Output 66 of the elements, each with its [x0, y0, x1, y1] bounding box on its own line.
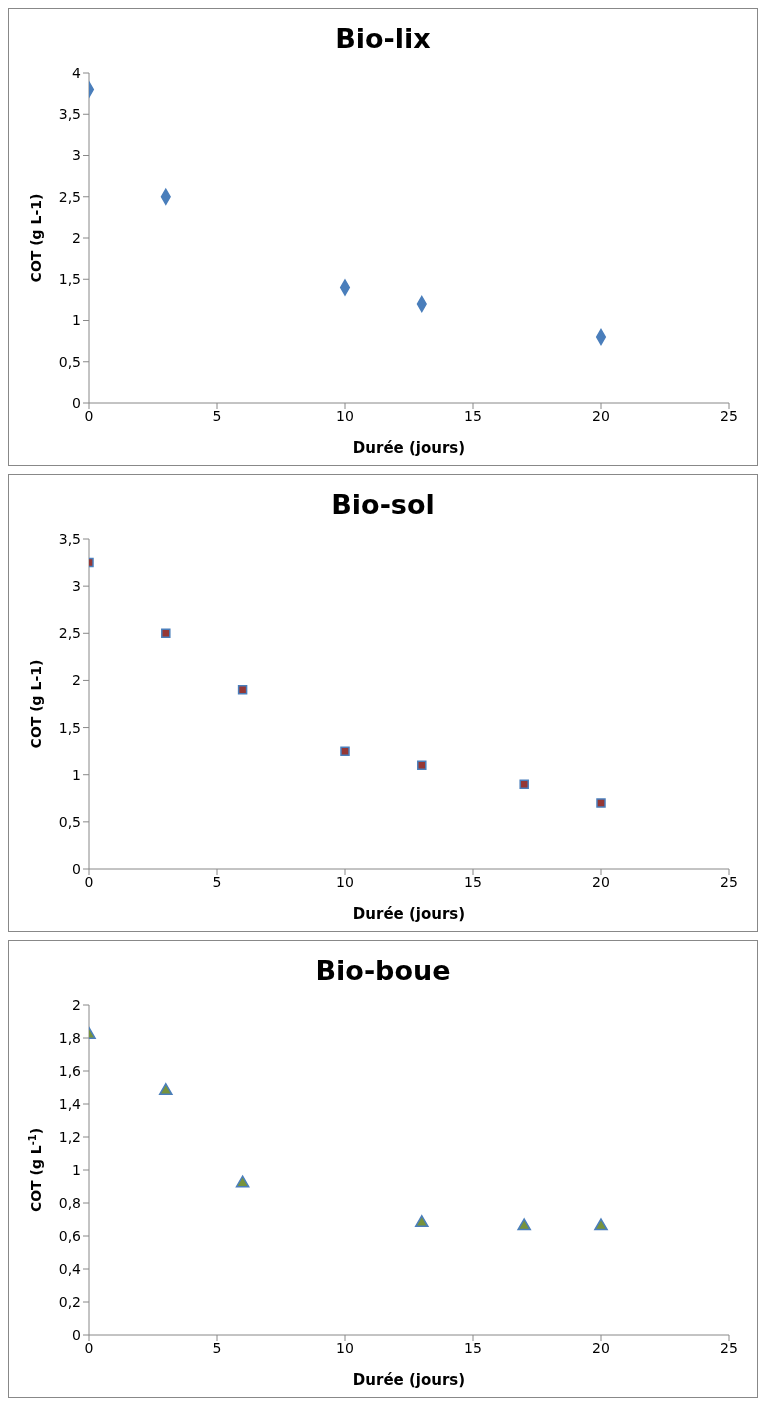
x-tick-label: 0 — [84, 1339, 94, 1356]
y-tick-label: 1,8 — [58, 1029, 81, 1046]
point — [414, 1215, 429, 1228]
point — [339, 279, 351, 296]
y-tick-label: 0 — [72, 860, 81, 877]
point — [237, 685, 248, 695]
y-tick-label: 0,8 — [58, 1194, 81, 1211]
y-tick-label: 0,6 — [58, 1227, 82, 1244]
point — [596, 798, 606, 808]
x-tick-label: 10 — [336, 873, 354, 890]
point — [417, 760, 427, 771]
y-tick-label: 0,5 — [58, 353, 81, 370]
y-tick-label: 0 — [72, 394, 81, 411]
y-tick-label: 2 — [72, 996, 81, 1013]
x-tick-label: 25 — [720, 407, 738, 424]
y-tick-label: 3,5 — [58, 530, 81, 547]
point — [158, 1083, 173, 1096]
y-tick-label: 1 — [72, 1161, 81, 1178]
y-tick-label: 3 — [72, 578, 81, 595]
point — [161, 628, 171, 639]
y-tick-label: 0,2 — [58, 1293, 81, 1310]
point — [594, 1218, 608, 1231]
x-tick-label: 10 — [336, 407, 354, 424]
y-axis-title: COT (g L-1) — [28, 659, 44, 749]
y-tick-label: 1,4 — [58, 1095, 82, 1112]
x-tick-label: 0 — [84, 873, 94, 890]
x-axis-title: Durée (jours) — [352, 1371, 466, 1389]
y-tick-label: 0,4 — [58, 1260, 82, 1277]
y-tick-label: 3,5 — [58, 106, 81, 123]
chart-title: Bio-lix — [334, 22, 432, 56]
y-tick-label: 1,2 — [58, 1128, 81, 1145]
x-axis-title: Durée (jours) — [352, 905, 466, 923]
x-axis-title: Durée (jours) — [352, 439, 466, 457]
y-tick-label: 0,5 — [58, 813, 81, 830]
y-tick-label: 1 — [72, 766, 81, 783]
x-tick-label: 0 — [84, 407, 94, 424]
x-tick-label: 15 — [464, 873, 482, 890]
point — [517, 1218, 532, 1231]
y-tick-label: 0 — [72, 1326, 81, 1343]
x-tick-label: 25 — [720, 1339, 738, 1356]
y-tick-label: 4 — [72, 64, 82, 81]
x-tick-label: 20 — [592, 873, 610, 890]
y-tick-label: 2,5 — [58, 188, 81, 205]
y-tick-label: 1,6 — [58, 1062, 82, 1079]
point — [519, 779, 529, 789]
point — [235, 1175, 250, 1188]
chart-title: Bio-boue — [314, 954, 452, 988]
x-tick-label: 20 — [592, 407, 610, 424]
y-tick-label: 2 — [72, 672, 81, 689]
y-tick-label: 2,5 — [58, 625, 81, 642]
x-tick-label: 5 — [212, 1339, 222, 1356]
point — [340, 746, 350, 756]
x-tick-label: 20 — [592, 1339, 610, 1356]
x-tick-label: 15 — [464, 1339, 482, 1356]
y-tick-label: 1 — [72, 312, 81, 329]
x-tick-label: 10 — [336, 1339, 354, 1356]
x-tick-label: 15 — [464, 407, 482, 424]
y-tick-label: 2 — [72, 229, 81, 246]
y-tick-label: 1,5 — [58, 719, 81, 736]
x-tick-label: 25 — [720, 873, 738, 890]
y-tick-label: 1,5 — [58, 271, 81, 288]
y-tick-label: 3 — [72, 147, 81, 164]
y-axis-title: COT (g L-1) — [28, 193, 44, 283]
x-tick-label: 5 — [212, 873, 222, 890]
x-tick-label: 5 — [212, 407, 222, 424]
chart-title: Bio-sol — [330, 488, 436, 522]
